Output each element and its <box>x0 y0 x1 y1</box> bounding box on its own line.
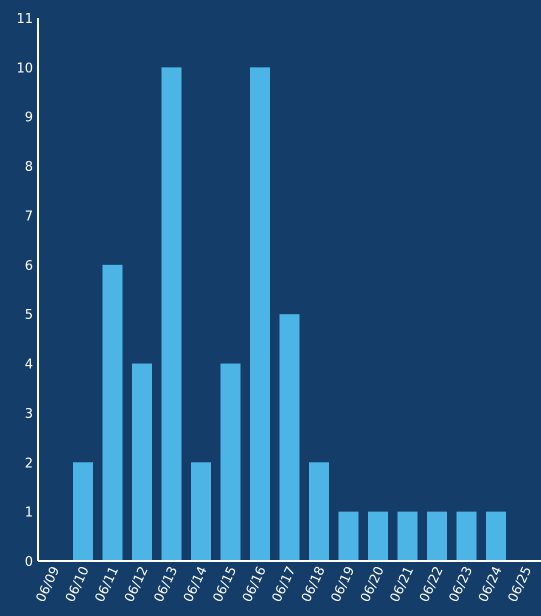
x-tick-label: 06/23 <box>447 564 476 604</box>
bar-06-17 <box>279 314 300 561</box>
bar-06-11 <box>102 264 123 561</box>
y-tick-label: 10 <box>16 61 33 76</box>
x-tick-label: 06/10 <box>63 564 92 604</box>
x-tick-label: 06/25 <box>506 564 535 604</box>
y-tick-label: 4 <box>25 358 33 373</box>
x-tick-label: 06/21 <box>388 564 417 604</box>
bars-group <box>73 67 506 561</box>
x-tick-label: 06/18 <box>299 564 328 604</box>
bar-06-15 <box>220 363 241 561</box>
bar-06-14 <box>191 462 211 561</box>
bar-06-23 <box>456 511 477 561</box>
bar-06-21 <box>397 511 418 561</box>
bar-06-10 <box>73 462 93 561</box>
x-tick-label: 06/24 <box>476 564 505 604</box>
y-tick-label: 9 <box>25 111 33 126</box>
y-tick-label: 6 <box>25 259 33 274</box>
bar-06-24 <box>486 511 506 561</box>
x-tick-label: 06/16 <box>240 564 269 604</box>
x-tick-label: 06/14 <box>181 564 210 604</box>
y-tick-labels: 0 1 2 3 4 5 6 7 8 9 10 11 <box>16 12 33 570</box>
x-tick-label: 06/13 <box>152 564 181 604</box>
y-tick-label: 3 <box>25 407 33 422</box>
bar-06-12 <box>132 363 152 561</box>
x-tick-label: 06/17 <box>270 564 299 604</box>
y-tick-label: 0 <box>25 555 33 570</box>
bar-06-16 <box>250 67 270 561</box>
x-tick-label: 06/09 <box>34 564 63 604</box>
y-tick-label: 7 <box>25 209 33 224</box>
x-tick-label: 06/11 <box>93 564 122 604</box>
bar-06-20 <box>368 511 388 561</box>
bar-06-13 <box>161 67 182 561</box>
bar-06-18 <box>309 462 329 561</box>
x-tick-label: 06/19 <box>329 564 358 604</box>
x-tick-label: 06/12 <box>122 564 151 604</box>
y-tick-label: 1 <box>25 506 33 521</box>
x-tick-label: 06/15 <box>211 564 240 604</box>
x-tick-label: 06/20 <box>358 564 387 604</box>
bar-06-22 <box>427 511 447 561</box>
y-tick-label: 11 <box>16 12 33 27</box>
bar-06-19 <box>338 511 359 561</box>
x-tick-label: 06/22 <box>417 564 446 604</box>
x-tick-labels: 06/09 06/10 06/11 06/12 06/13 06/14 06/15 06/16… <box>34 564 535 604</box>
y-tick-label: 5 <box>25 308 33 323</box>
y-tick-label: 2 <box>25 456 33 471</box>
y-tick-label: 8 <box>25 160 33 175</box>
